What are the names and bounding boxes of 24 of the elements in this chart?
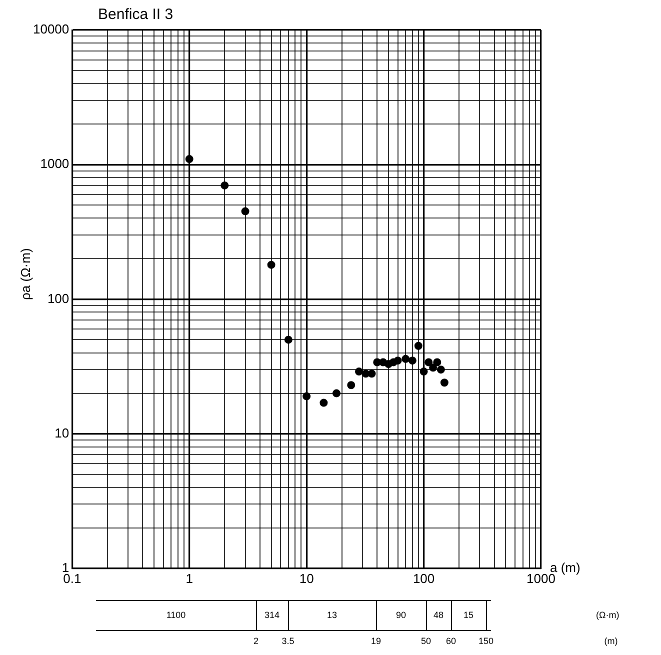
x-tick-label: 10 [299, 570, 314, 586]
text: (m) [604, 636, 618, 646]
text: 60 [446, 636, 456, 646]
text: 50 [420, 636, 432, 646]
text: 15 [462, 609, 474, 622]
x-tick-label: 1 [186, 570, 193, 586]
chart-title: Benfica II 3 [98, 6, 174, 23]
text: 2 [253, 636, 259, 646]
y-tick-label: 10 [54, 425, 70, 440]
text: 19 [370, 636, 382, 646]
text: 3.5 [282, 636, 294, 646]
text: 150 [478, 636, 494, 646]
text: 90 [394, 609, 407, 622]
text: 1100 [165, 609, 187, 622]
x-tick-label: 100 [412, 570, 435, 586]
text: (Ω·m) [596, 609, 620, 622]
text: 13 [326, 609, 338, 622]
text: 48 [432, 609, 444, 622]
text: 314 [263, 609, 281, 622]
y-tick-label: 1000 [40, 156, 70, 172]
y-tick-label: 10000 [32, 22, 70, 37]
y-axis-title: ρa (Ω·m) [18, 248, 33, 300]
y-tick-label: 100 [47, 290, 70, 306]
x-axis-title: a (m) [550, 560, 580, 575]
